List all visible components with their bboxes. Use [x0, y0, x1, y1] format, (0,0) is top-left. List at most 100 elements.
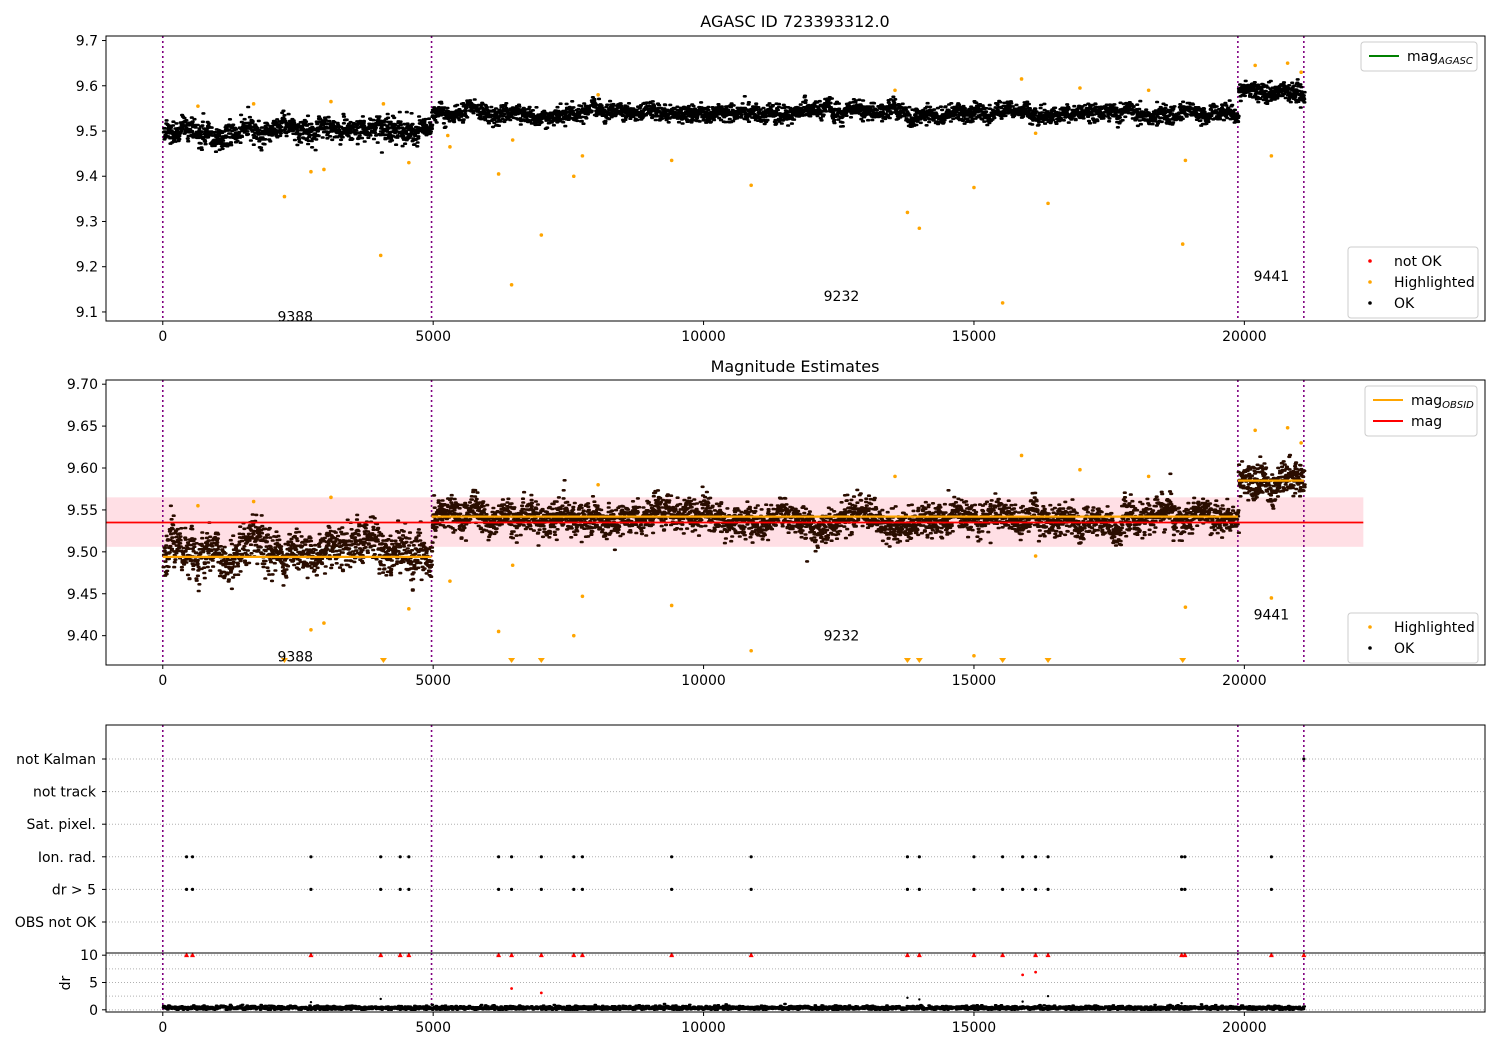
y-tick-label-1-1: 9.45: [67, 587, 98, 603]
dr-outlier-ok-1: [379, 997, 382, 1001]
plot-frame-2: [105, 724, 1486, 954]
highlighted-point-0-20: [1033, 131, 1038, 136]
highlighted-point-1-23: [1285, 425, 1290, 430]
dr-clipped-marker-9: [571, 952, 577, 958]
flag-point-4-6: [497, 887, 501, 892]
y-tick-label-1-3: 9.55: [67, 503, 98, 519]
flag-point-4-13: [905, 887, 910, 892]
obsid-label-1-2: 9441: [1254, 608, 1290, 624]
legend-0-upper: [1360, 41, 1478, 72]
x-tick-label-3-2: 10000: [681, 1020, 726, 1036]
agasc-panel-marks: 0 5000 10000 15000 20000 9.1 9.2 9.3 9.4 9.5 9.6 9.…: [76, 34, 1486, 345]
highlighted-below-marker-4: [903, 658, 911, 663]
highlighted-point-1-22: [1253, 428, 1257, 433]
dr-clipped-marker-16: [1000, 952, 1006, 958]
highlighted-point-0-2: [322, 167, 326, 172]
legend-swatch-0-lower-1: [1368, 280, 1372, 284]
highlighted-point-0-17: [917, 226, 922, 231]
legend-swatch-1-lower-1: [1368, 646, 1372, 650]
legend-label-1-lower-0: Highlighted: [1394, 620, 1475, 636]
dr-clipped-marker-18: [1045, 952, 1051, 958]
y-tick-label-1-0: 9.40: [67, 629, 98, 645]
highlighted-point-1-4: [496, 629, 501, 634]
flag-point-4-21: [1183, 887, 1187, 892]
y-tick-label-0-3: 9.4: [76, 169, 98, 185]
dr-outlier-1: [539, 991, 543, 995]
flag-point-4-14: [917, 887, 921, 892]
obsid-label-0-2: 9441: [1254, 269, 1290, 285]
dr-points: [161, 1002, 1307, 1011]
flag-point-3-6: [497, 855, 501, 859]
highlighted-point-1-15: [251, 499, 256, 504]
highlighted-point-0-24: [1269, 154, 1274, 158]
y-tick-label-3-0: 0: [89, 1003, 98, 1019]
highlighted-below-marker-2: [508, 658, 516, 663]
flag-point-4-12: [749, 887, 753, 892]
highlighted-point-0-30: [1019, 77, 1024, 81]
y-tick-label-1-4: 9.60: [67, 461, 98, 477]
highlighted-point-0-19: [1000, 301, 1005, 305]
magnitude-panel-title: Magnitude Estimates: [711, 357, 880, 376]
y-tick-label-3-2: 10: [80, 948, 98, 964]
flag-label-2: Sat. pixel.: [27, 817, 96, 833]
x-tick-label-3-1: 5000: [415, 1020, 451, 1036]
x-tick-label-1-3: 15000: [952, 673, 997, 689]
flag-point-4-2: [309, 887, 313, 892]
flag-label-0: not Kalman: [16, 752, 96, 768]
flag-point-4-15: [972, 887, 976, 892]
flag-point-3-22: [1269, 855, 1273, 859]
x-tick-label-1-0: 0: [158, 673, 167, 689]
dr-outlier-ok-5: [1180, 1002, 1183, 1005]
highlighted-point-0-23: [1183, 158, 1188, 163]
flag-point-3-7: [509, 855, 514, 859]
dr-outlier-0: [510, 987, 513, 990]
dr-clipped-marker-3: [378, 952, 384, 958]
dr-clipped-marker-8: [538, 952, 544, 958]
highlighted-point-1-2: [407, 607, 411, 611]
highlighted-point-0-10: [510, 138, 515, 142]
dr-outlier-ok-3: [1021, 1000, 1024, 1003]
highlighted-point-1-14: [196, 503, 200, 508]
dr-panel-marks: 0 5000 10000 15000 20000 0 5 10: [80, 948, 1486, 1036]
x-tick-label-1-1: 5000: [415, 673, 451, 689]
dr-clipped-marker-22: [1301, 952, 1307, 958]
dr-clipped-marker-5: [406, 952, 412, 958]
flag-point-3-19: [1046, 855, 1050, 859]
highlighted-point-0-15: [749, 183, 753, 188]
highlighted-point-1-10: [972, 653, 976, 658]
flag-point-3-11: [670, 855, 674, 859]
x-tick-label-3-0: 0: [158, 1020, 167, 1036]
y-tick-label-0-1: 9.2: [76, 260, 98, 276]
dr-clipped-marker-6: [496, 952, 502, 958]
flag-point-4-1: [190, 887, 195, 892]
highlighted-point-1-24: [1299, 441, 1303, 445]
legend-swatch-0-lower-2: [1368, 301, 1372, 305]
flag-label-3: Ion. rad.: [38, 850, 96, 866]
dr-clipped-marker-2: [308, 952, 314, 958]
x-tick-label-0-1: 5000: [415, 329, 451, 345]
flag-point-3-13: [905, 855, 910, 859]
flag-point-4-20: [1180, 887, 1184, 892]
legend-swatch-1-lower-0: [1368, 625, 1372, 629]
highlighted-point-0-14: [669, 158, 674, 163]
legend-1-lower: [1347, 612, 1479, 664]
legend-label-1-lower-1: OK: [1394, 641, 1415, 657]
highlighted-point-1-1: [322, 621, 326, 625]
flag-point-3-5: [407, 855, 411, 859]
dr-clipped-marker-17: [1033, 952, 1039, 958]
y-tick-label-0-5: 9.6: [76, 79, 98, 95]
highlighted-point-1-21: [1146, 474, 1151, 479]
dr-outlier-ok-0: [309, 1000, 313, 1004]
dr-outlier-3: [1034, 970, 1038, 974]
highlighted-point-0-11: [539, 233, 544, 237]
flag-point-3-8: [539, 855, 543, 859]
flag-point-0-0: [1302, 757, 1306, 761]
obsid-label-1-1: 9232: [824, 629, 860, 645]
y-tick-label-0-2: 9.3: [76, 214, 98, 230]
flag-point-3-1: [190, 855, 195, 859]
flag-point-4-17: [1021, 887, 1025, 892]
highlighted-point-1-19: [1019, 453, 1024, 458]
flag-point-3-17: [1021, 855, 1025, 859]
highlighted-point-0-21: [1046, 201, 1050, 206]
highlighted-below-marker-7: [1044, 658, 1052, 663]
